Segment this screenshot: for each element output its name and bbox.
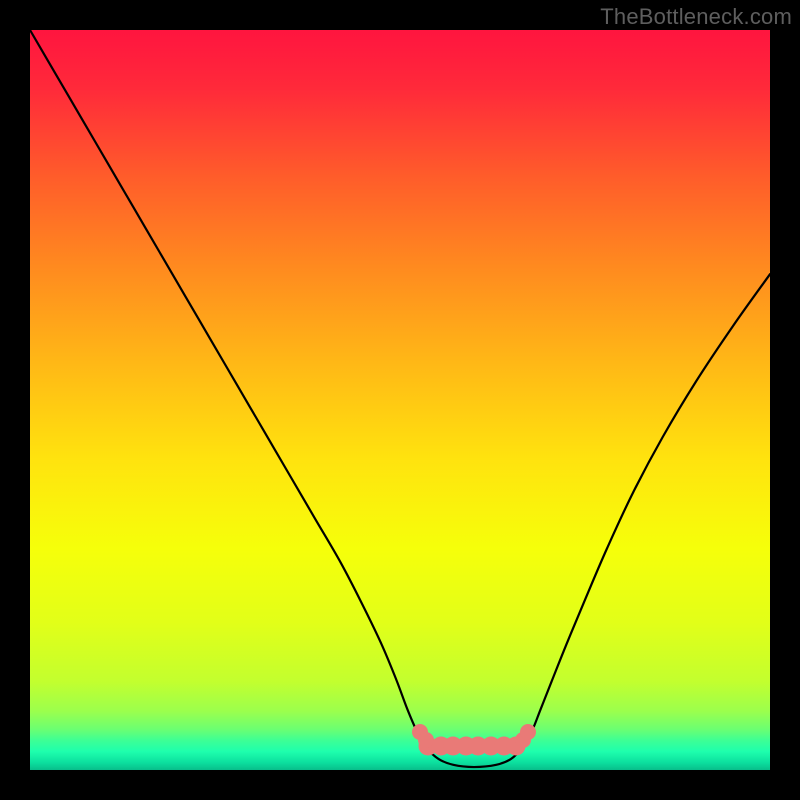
highlight-dot (418, 732, 434, 748)
plot-area (30, 30, 770, 770)
highlight-dot (520, 724, 536, 740)
chart-outer-frame: TheBottleneck.com (0, 0, 800, 800)
bottleneck-curve (30, 30, 770, 767)
curve-layer (30, 30, 770, 770)
watermark-text: TheBottleneck.com (600, 4, 792, 30)
